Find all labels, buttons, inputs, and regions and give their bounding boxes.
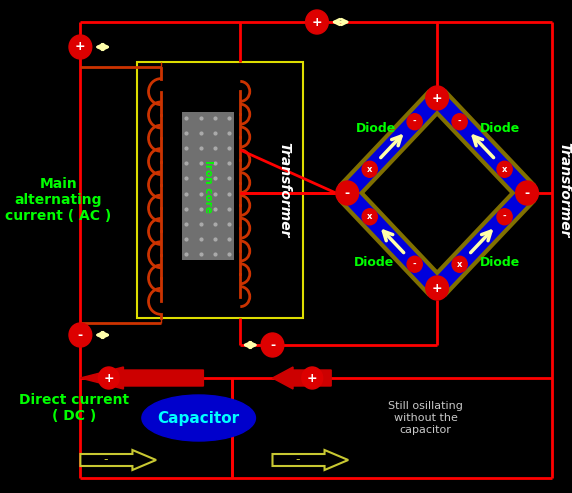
- Polygon shape: [272, 450, 348, 470]
- Text: Transformer: Transformer: [277, 142, 291, 238]
- Text: -: -: [345, 186, 350, 200]
- Circle shape: [302, 367, 323, 389]
- Ellipse shape: [142, 395, 256, 441]
- Polygon shape: [81, 450, 156, 470]
- Circle shape: [98, 367, 119, 389]
- Circle shape: [497, 209, 512, 225]
- Circle shape: [261, 333, 284, 357]
- Circle shape: [69, 35, 92, 59]
- Circle shape: [362, 161, 378, 177]
- Bar: [182, 112, 234, 260]
- Text: -: -: [458, 117, 462, 126]
- Bar: [137, 62, 303, 318]
- Text: +: +: [104, 372, 114, 385]
- Circle shape: [497, 161, 512, 177]
- Text: -: -: [78, 328, 83, 342]
- FancyArrow shape: [272, 367, 331, 389]
- Circle shape: [336, 181, 359, 205]
- Circle shape: [516, 181, 538, 205]
- Text: -: -: [503, 212, 506, 221]
- Circle shape: [452, 256, 467, 272]
- Circle shape: [305, 10, 328, 34]
- Text: -: -: [525, 186, 530, 200]
- Circle shape: [362, 209, 378, 225]
- FancyArrow shape: [81, 367, 204, 389]
- Text: Main
alternating
current ( AC ): Main alternating current ( AC ): [6, 177, 112, 223]
- Text: Transformer: Transformer: [557, 142, 571, 238]
- Text: Diode: Diode: [479, 121, 520, 135]
- Text: -: -: [270, 339, 275, 352]
- Text: Diode: Diode: [479, 255, 520, 269]
- Text: -: -: [296, 454, 300, 466]
- Text: Diode: Diode: [356, 121, 396, 135]
- Circle shape: [426, 276, 448, 300]
- Circle shape: [407, 256, 422, 272]
- Text: Diode: Diode: [353, 255, 394, 269]
- Circle shape: [426, 86, 448, 110]
- Text: x: x: [457, 260, 462, 269]
- Text: Iron core: Iron core: [202, 160, 213, 212]
- Text: x: x: [367, 212, 372, 221]
- Text: Capacitor: Capacitor: [158, 411, 240, 425]
- Text: -: -: [413, 260, 416, 269]
- Text: +: +: [307, 372, 317, 385]
- Text: Direct current
( DC ): Direct current ( DC ): [19, 393, 129, 423]
- Text: -: -: [104, 454, 108, 466]
- Text: x: x: [502, 165, 507, 174]
- Text: x: x: [367, 165, 372, 174]
- Text: +: +: [432, 282, 443, 294]
- Circle shape: [452, 114, 467, 130]
- Text: +: +: [432, 92, 443, 105]
- Text: -: -: [413, 117, 416, 126]
- Circle shape: [407, 114, 422, 130]
- Text: +: +: [75, 40, 86, 54]
- Text: Still osillating
without the
capacitor: Still osillating without the capacitor: [388, 401, 463, 435]
- Text: +: +: [312, 15, 322, 29]
- Circle shape: [69, 323, 92, 347]
